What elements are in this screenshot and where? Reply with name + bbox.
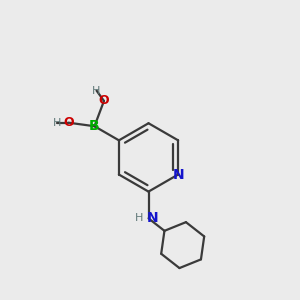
Text: H: H: [53, 118, 61, 128]
Text: N: N: [146, 212, 158, 225]
Text: B: B: [89, 119, 100, 133]
Text: H: H: [92, 85, 101, 96]
Text: O: O: [63, 116, 74, 129]
Text: H: H: [135, 213, 143, 224]
Text: O: O: [99, 94, 109, 107]
Text: N: N: [172, 167, 184, 182]
